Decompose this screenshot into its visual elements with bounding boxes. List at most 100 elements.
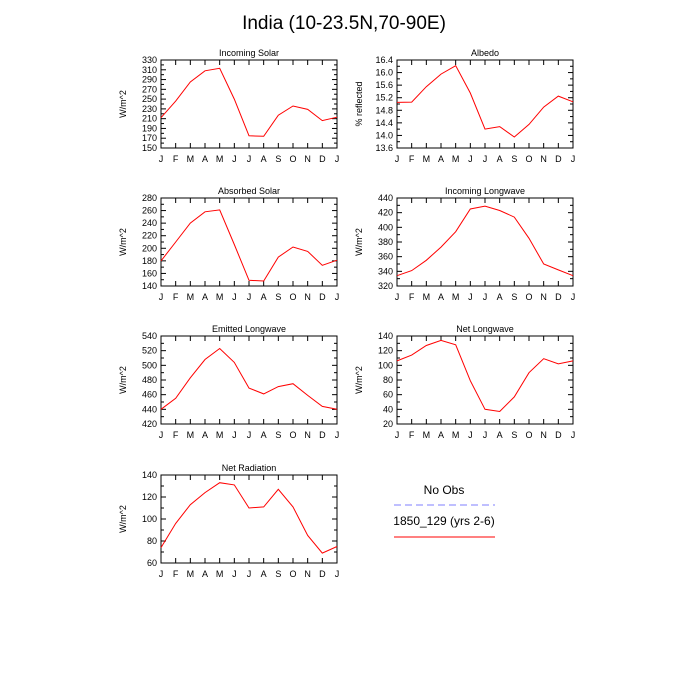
y-tick-label: 290: [142, 75, 157, 85]
y-tick-label: 260: [142, 206, 157, 216]
x-tick-label: M: [187, 430, 195, 440]
x-tick-label: M: [216, 154, 224, 164]
x-tick-label: F: [409, 430, 415, 440]
x-tick-label: M: [423, 292, 431, 302]
x-tick-label: J: [335, 569, 340, 579]
x-tick-label: O: [525, 292, 532, 302]
legend-label-model: 1850_129 (yrs 2-6): [393, 514, 494, 528]
x-tick-label: A: [202, 569, 208, 579]
x-tick-label: J: [232, 569, 237, 579]
x-tick-label: J: [247, 292, 252, 302]
y-tick-label: 520: [142, 346, 157, 356]
y-tick-label: 120: [142, 492, 157, 502]
x-tick-label: M: [452, 154, 460, 164]
y-tick-label: 20: [383, 419, 393, 429]
x-tick-label: M: [216, 292, 224, 302]
panel-title: Net Longwave: [456, 324, 514, 334]
x-tick-label: S: [275, 154, 281, 164]
y-axis-label: W/m^2: [118, 90, 128, 118]
y-tick-label: 230: [142, 104, 157, 114]
x-tick-label: J: [571, 430, 576, 440]
series-line: [160, 67, 338, 137]
x-tick-label: A: [261, 430, 267, 440]
panel-title: Incoming Longwave: [445, 186, 525, 196]
x-tick-label: D: [319, 430, 326, 440]
plot-frame: [160, 474, 338, 564]
panel-title: Absorbed Solar: [218, 186, 280, 196]
x-tick-label: J: [159, 292, 164, 302]
x-tick-label: J: [468, 154, 473, 164]
y-tick-label: 190: [142, 123, 157, 133]
y-tick-label: 270: [142, 84, 157, 94]
x-tick-label: D: [319, 292, 326, 302]
plot-frame: [160, 335, 338, 425]
x-tick-label: S: [275, 569, 281, 579]
x-tick-label: O: [289, 430, 296, 440]
x-tick-label: D: [319, 569, 326, 579]
series-line: [396, 65, 574, 138]
y-tick-label: 60: [147, 558, 157, 568]
panel-title: Incoming Solar: [219, 48, 279, 58]
x-tick-label: D: [555, 430, 562, 440]
plot-frame: [160, 197, 338, 287]
x-tick-label: O: [289, 154, 296, 164]
y-axis-label: W/m^2: [118, 366, 128, 394]
x-tick-label: O: [289, 569, 296, 579]
x-tick-label: N: [304, 569, 311, 579]
x-tick-label: S: [511, 430, 517, 440]
x-tick-label: J: [571, 292, 576, 302]
panels: Incoming Solar 15017019021023025027029031…: [118, 48, 575, 579]
plot-frame: [396, 335, 574, 425]
x-tick-label: J: [159, 569, 164, 579]
x-tick-label: S: [511, 154, 517, 164]
y-tick-label: 280: [142, 193, 157, 203]
x-tick-label: J: [247, 154, 252, 164]
y-tick-label: 170: [142, 133, 157, 143]
y-tick-label: 140: [142, 470, 157, 480]
series-line: [396, 339, 574, 413]
y-tick-label: 250: [142, 94, 157, 104]
y-tick-label: 240: [142, 218, 157, 228]
x-tick-label: N: [304, 154, 311, 164]
x-tick-label: A: [202, 430, 208, 440]
x-tick-label: J: [483, 292, 488, 302]
x-tick-label: A: [261, 292, 267, 302]
x-tick-label: J: [468, 292, 473, 302]
x-tick-label: A: [497, 292, 503, 302]
x-tick-label: J: [395, 154, 400, 164]
y-tick-label: 140: [378, 331, 393, 341]
y-axis-label: % reflected: [354, 81, 364, 126]
y-tick-label: 140: [142, 281, 157, 291]
y-tick-label: 360: [378, 252, 393, 262]
y-tick-label: 15.6: [375, 80, 393, 90]
y-axis-label: W/m^2: [354, 228, 364, 256]
x-tick-label: N: [540, 292, 547, 302]
x-tick-label: M: [423, 154, 431, 164]
x-tick-label: D: [555, 154, 562, 164]
x-tick-label: M: [423, 430, 431, 440]
panel-title: Albedo: [471, 48, 499, 58]
x-tick-label: N: [540, 154, 547, 164]
y-tick-label: 340: [378, 266, 393, 276]
y-tick-label: 320: [378, 281, 393, 291]
x-tick-label: F: [173, 430, 179, 440]
y-axis-label: W/m^2: [354, 366, 364, 394]
x-tick-label: J: [395, 292, 400, 302]
x-tick-label: M: [187, 569, 195, 579]
x-tick-label: A: [438, 430, 444, 440]
y-tick-label: 120: [378, 346, 393, 356]
x-tick-label: D: [555, 292, 562, 302]
y-tick-label: 100: [378, 360, 393, 370]
x-tick-label: J: [159, 430, 164, 440]
x-tick-label: A: [202, 292, 208, 302]
y-tick-label: 13.6: [375, 143, 393, 153]
y-tick-label: 150: [142, 143, 157, 153]
legend: No Obs 1850_129 (yrs 2-6): [393, 483, 495, 538]
y-tick-label: 14.4: [375, 118, 393, 128]
y-tick-label: 60: [383, 390, 393, 400]
x-tick-label: F: [173, 154, 179, 164]
y-tick-label: 180: [142, 256, 157, 266]
x-tick-label: S: [275, 292, 281, 302]
